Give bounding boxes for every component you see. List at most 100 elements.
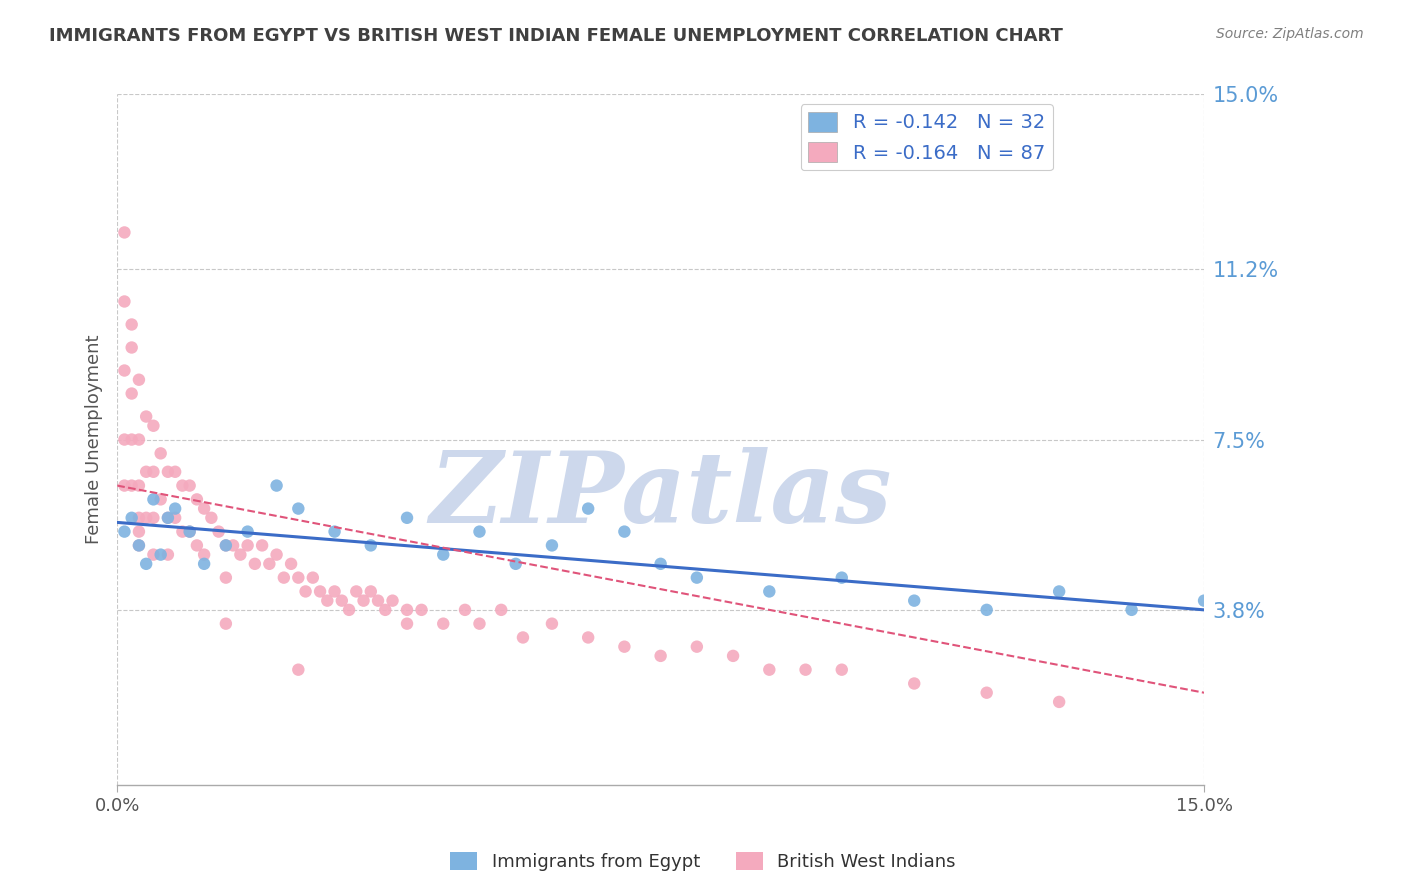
Point — [541, 538, 564, 552]
Point — [229, 548, 252, 562]
Point — [215, 571, 238, 585]
Point — [301, 571, 323, 585]
Point — [323, 584, 346, 599]
Point — [758, 584, 780, 599]
Point — [266, 548, 288, 562]
Point — [432, 548, 454, 562]
Point — [165, 510, 187, 524]
Point — [128, 478, 150, 492]
Point — [142, 492, 165, 507]
Point — [330, 593, 353, 607]
Point — [576, 631, 599, 645]
Point — [128, 538, 150, 552]
Point — [650, 557, 672, 571]
Point — [114, 433, 136, 447]
Point — [976, 686, 998, 700]
Point — [142, 548, 165, 562]
Point — [215, 538, 238, 552]
Point — [395, 603, 418, 617]
Point — [135, 557, 157, 571]
Point — [976, 603, 998, 617]
Point — [411, 603, 433, 617]
Point — [121, 341, 143, 355]
Text: IMMIGRANTS FROM EGYPT VS BRITISH WEST INDIAN FEMALE UNEMPLOYMENT CORRELATION CHA: IMMIGRANTS FROM EGYPT VS BRITISH WEST IN… — [49, 27, 1063, 45]
Point — [489, 603, 512, 617]
Point — [128, 510, 150, 524]
Point — [686, 571, 709, 585]
Text: Source: ZipAtlas.com: Source: ZipAtlas.com — [1216, 27, 1364, 41]
Point — [512, 631, 534, 645]
Point — [149, 548, 172, 562]
Point — [207, 524, 229, 539]
Point — [135, 510, 157, 524]
Point — [215, 538, 238, 552]
Point — [186, 492, 208, 507]
Point — [179, 524, 201, 539]
Point — [794, 663, 817, 677]
Point — [121, 510, 143, 524]
Point — [236, 538, 259, 552]
Point — [432, 616, 454, 631]
Point — [266, 478, 288, 492]
Point — [395, 616, 418, 631]
Point — [367, 593, 389, 607]
Text: ZIPatlas: ZIPatlas — [429, 447, 891, 543]
Point — [142, 465, 165, 479]
Legend: Immigrants from Egypt, British West Indians: Immigrants from Egypt, British West Indi… — [443, 845, 963, 879]
Point — [114, 226, 136, 240]
Point — [294, 584, 316, 599]
Point — [156, 465, 179, 479]
Point — [468, 616, 491, 631]
Point — [179, 478, 201, 492]
Point — [650, 648, 672, 663]
Point — [831, 663, 853, 677]
Point — [344, 584, 367, 599]
Point — [353, 593, 375, 607]
Point — [250, 538, 273, 552]
Point — [193, 548, 215, 562]
Point — [721, 648, 744, 663]
Point — [381, 593, 404, 607]
Point — [121, 478, 143, 492]
Point — [236, 524, 259, 539]
Point — [468, 524, 491, 539]
Point — [114, 478, 136, 492]
Point — [613, 640, 636, 654]
Point — [149, 446, 172, 460]
Point — [1121, 603, 1143, 617]
Point — [686, 640, 709, 654]
Point — [613, 524, 636, 539]
Point — [114, 524, 136, 539]
Point — [165, 501, 187, 516]
Point — [259, 557, 281, 571]
Point — [222, 538, 245, 552]
Point — [128, 538, 150, 552]
Point — [172, 478, 194, 492]
Point — [114, 294, 136, 309]
Point — [758, 663, 780, 677]
Point — [287, 501, 309, 516]
Point — [142, 418, 165, 433]
Point — [1047, 695, 1070, 709]
Point — [360, 538, 382, 552]
Point — [193, 557, 215, 571]
Point — [128, 524, 150, 539]
Legend: R = -0.142   N = 32, R = -0.164   N = 87: R = -0.142 N = 32, R = -0.164 N = 87 — [800, 104, 1053, 170]
Point — [121, 433, 143, 447]
Point — [135, 409, 157, 424]
Point — [156, 510, 179, 524]
Point — [316, 593, 339, 607]
Point — [287, 571, 309, 585]
Point — [505, 557, 527, 571]
Point — [142, 510, 165, 524]
Point — [831, 571, 853, 585]
Point — [156, 548, 179, 562]
Point — [454, 603, 477, 617]
Point — [135, 465, 157, 479]
Point — [200, 510, 222, 524]
Point — [215, 616, 238, 631]
Point — [1047, 584, 1070, 599]
Point — [903, 593, 925, 607]
Point — [114, 363, 136, 377]
Point — [193, 501, 215, 516]
